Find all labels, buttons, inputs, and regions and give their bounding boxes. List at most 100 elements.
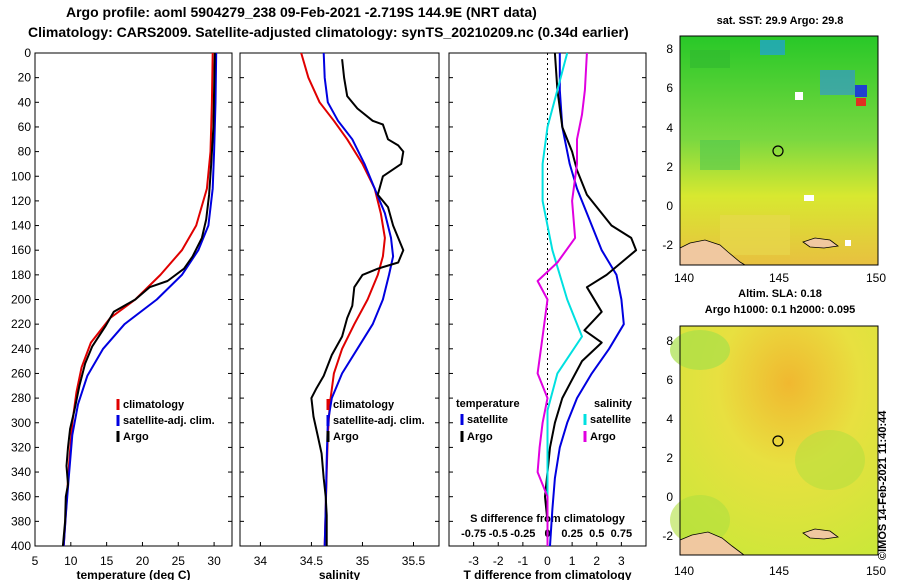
temp-y-tick-label: 240 <box>11 342 31 356</box>
diff-x-tick-label: -2 <box>493 554 504 568</box>
sst-argo-marker <box>772 145 784 157</box>
sst-y-tick: 4 <box>666 121 673 135</box>
diff-series-t-satellite <box>549 53 625 547</box>
sst-y-tick: 6 <box>666 81 673 95</box>
temp-y-tick-label: 180 <box>11 268 31 282</box>
temp-series-argo <box>61 52 216 547</box>
diff-x-tick-label: 2 <box>593 554 600 568</box>
sst-map-frame <box>679 35 879 266</box>
temp-legend-label: satellite-adj. clim. <box>123 415 215 427</box>
temp-y-tick-label: 140 <box>11 219 31 233</box>
sla-y-tick: 8 <box>666 334 673 348</box>
temp-y-tick-label: 320 <box>11 440 31 454</box>
sst-y-tick: 8 <box>666 42 673 56</box>
sla-y-tick: -2 <box>662 529 673 543</box>
sla-x-tick: 145 <box>769 564 789 578</box>
temp-y-tick-label: 380 <box>11 514 31 528</box>
sla-patch <box>670 330 730 370</box>
sla-map-subtitle: Argo h1000: 0.1 h2000: 0.095 <box>705 304 855 316</box>
sst-x-tick: 150 <box>866 271 886 285</box>
diff-legend-title-temperature: temperature <box>456 398 520 410</box>
diff-s-tick-label: -0.5 <box>489 528 508 540</box>
sla-y-tick: 0 <box>666 490 673 504</box>
diff-series-s-argo <box>536 52 588 546</box>
temp-y-tick-label: 20 <box>18 71 32 85</box>
sla-map-title: Altim. SLA: 0.18 <box>738 288 822 300</box>
temp-x-tick-label: 25 <box>172 554 186 568</box>
sla-patch <box>795 430 865 490</box>
temperature-panel: 0 20 40 60 80 100 120 140 160 180 200 220 240 260 280 3… <box>11 46 233 580</box>
sst-y-tick: 2 <box>666 160 673 174</box>
sst-patch <box>820 70 855 95</box>
sst-x-ticks: 140 145 150 <box>674 271 886 285</box>
temp-y-tick-label: 120 <box>11 194 31 208</box>
sst-cloud <box>845 240 851 246</box>
sla-map-panel: Altim. SLA: 0.18 Argo h1000: 0.1 h2000: … <box>662 288 886 578</box>
temp-x-tick-label: 20 <box>136 554 150 568</box>
sst-map-panel: sat. SST: 29.9 Argo: 29.8 140 145 150 8 … <box>662 15 886 285</box>
diff-x-tick-label: 1 <box>569 554 576 568</box>
temp-x-tick-label: 5 <box>32 554 39 568</box>
sal-plot-frame <box>239 52 440 547</box>
temp-y-tick-label: 80 <box>18 145 32 159</box>
sst-patch <box>690 50 730 68</box>
temp-y-tick-label: 340 <box>11 465 31 479</box>
difference-panel: -3 -2 -1 0 1 2 3T difference from climatologyS… <box>448 52 647 580</box>
sst-patch <box>700 140 740 170</box>
sla-land-island <box>802 528 840 540</box>
temp-y-tick-label: 220 <box>11 317 31 331</box>
sst-cloud <box>804 195 814 201</box>
diff-legend-title-salinity: salinity <box>594 398 633 410</box>
title-line-2: Climatology: CARS2009. Satellite-adjuste… <box>28 24 629 40</box>
sst-cloud <box>795 92 803 100</box>
sal-x-tick-label: 34 <box>254 554 268 568</box>
diff-x-tick-label: -3 <box>468 554 479 568</box>
diff-x-axis-label: T difference from climatology <box>463 568 631 580</box>
sla-y-tick: 2 <box>666 451 673 465</box>
diff-s-tick-label: -0.75 <box>461 528 486 540</box>
sla-y-tick: 4 <box>666 412 673 426</box>
sal-legend-label: satellite-adj. clim. <box>333 415 425 427</box>
diff-x-tick-label: 0 <box>544 554 551 568</box>
sla-x-ticks: 140 145 150 <box>674 564 886 578</box>
sst-y-ticks: 8 6 4 2 0 -2 <box>662 42 673 252</box>
sst-patch <box>720 215 790 255</box>
sal-x-tick-label: 34.5 <box>300 554 324 568</box>
diff-x-tick-label: -1 <box>518 554 529 568</box>
temp-y-tick-label: 40 <box>18 95 32 109</box>
sst-y-tick: -2 <box>662 238 673 252</box>
sal-x-axis-label: salinity <box>319 568 361 580</box>
sla-x-tick: 140 <box>674 564 694 578</box>
sal-x-tick-label: 35 <box>356 554 370 568</box>
sla-x-tick: 150 <box>866 564 886 578</box>
sal-series-argo <box>310 59 405 546</box>
sla-y-tick: 6 <box>666 373 673 387</box>
temp-y-tick-label: 400 <box>11 539 31 553</box>
diff-legend-label: Argo <box>590 431 616 443</box>
temp-y-tick-label: 200 <box>11 293 31 307</box>
sst-patch <box>856 98 866 106</box>
sla-argo-marker <box>772 435 784 447</box>
sal-legend-label: Argo <box>333 431 359 443</box>
sst-patch <box>855 85 867 97</box>
temp-y-tick-label: 360 <box>11 490 31 504</box>
temp-x-tick-label: 15 <box>100 554 114 568</box>
sal-legend-label: climatology <box>333 399 395 411</box>
temp-series-satellite-adj-clim- <box>62 52 218 547</box>
sst-patch <box>760 40 785 55</box>
temp-x-tick-label: 10 <box>64 554 78 568</box>
sst-map-title: sat. SST: 29.9 Argo: 29.8 <box>717 15 844 27</box>
temp-x-axis-label: temperature (deg C) <box>76 568 190 580</box>
sla-patch <box>670 495 730 545</box>
sst-y-tick: 0 <box>666 199 673 213</box>
diff-s-tick-label: 0.25 <box>561 528 582 540</box>
temp-y-tick-label: 300 <box>11 416 31 430</box>
sal-x-tick-label: 35.5 <box>402 554 426 568</box>
diff-s-tick-label: -0.25 <box>510 528 535 540</box>
sst-land-island <box>802 237 840 249</box>
temp-legend-label: climatology <box>123 399 185 411</box>
sla-map-frame <box>679 325 879 556</box>
diff-legend-label: satellite <box>590 414 631 426</box>
diff-s-tick-label: 0.75 <box>611 528 632 540</box>
